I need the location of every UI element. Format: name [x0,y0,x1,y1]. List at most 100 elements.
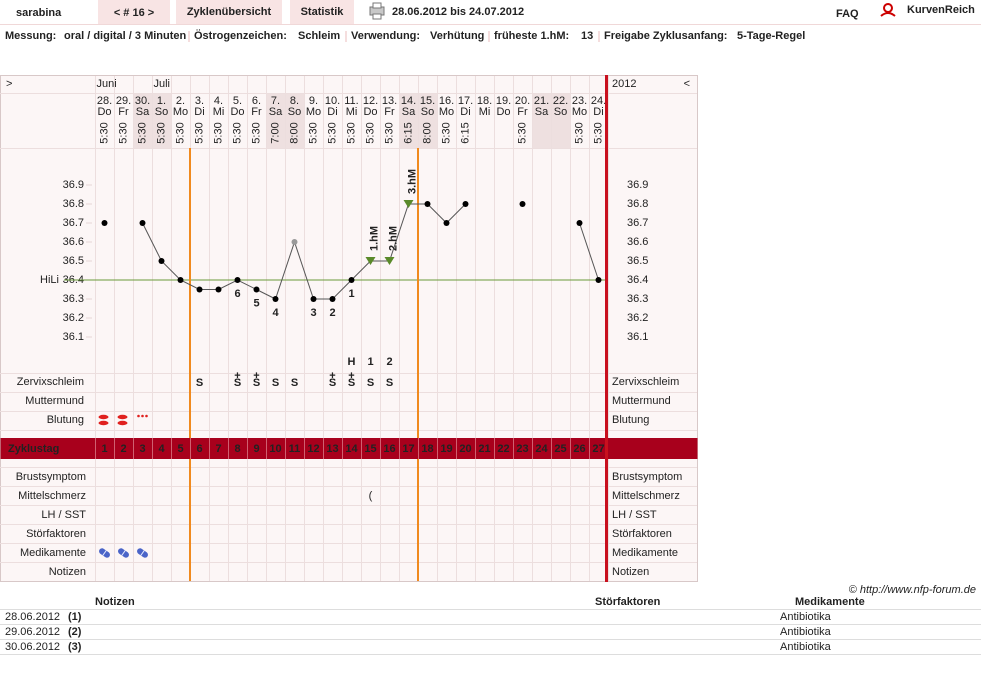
time-label: 5:30 [250,122,262,143]
weekday-label: So [288,106,301,118]
y-tick-label: 36.4 [627,274,648,286]
date-label: 8. [290,95,299,107]
time-label: 5:30 [364,122,376,143]
tab[interactable]: Statistik [301,6,345,18]
time-label: 5:30 [212,122,224,143]
y-tick-label: 36.9 [63,179,84,191]
y-tick-label: 36.2 [627,312,648,324]
time-label: 8:00 [288,122,300,143]
note-ref: (2) [68,626,82,638]
printer-icon[interactable] [369,2,385,20]
y-tick-label: 36.3 [627,293,648,305]
cycle-day: 10 [269,443,281,455]
temperature-point [424,201,431,207]
table-header: Medikamente [795,596,865,608]
hm-label: 3.hM [406,169,418,194]
faq-link[interactable]: FAQ [836,8,859,20]
info-value: 13 [581,30,593,42]
cycle-day: 8 [234,443,240,455]
note-ref: (1) [68,611,82,623]
nav-right[interactable]: < [684,78,690,90]
weekday-label: Fr [118,106,129,118]
y-tick-label: 36.8 [63,198,84,210]
pill-split [121,550,126,556]
bleeding-spotting [141,414,144,418]
chart-bg [0,75,698,582]
nav-left[interactable]: > [6,78,12,90]
y-tick-label: 36.7 [627,217,648,229]
temperature-point [329,296,336,302]
weekday-label: Mi [479,106,491,118]
low-count-label: 4 [272,307,279,319]
month-label: Juli [154,78,171,90]
time-label: 8:00 [421,122,433,143]
weekday-label: Mo [572,106,587,118]
date-label: 21. [534,95,549,107]
mucus-cells: S [234,377,241,389]
weekday-label: Di [194,106,204,118]
tab-bg[interactable] [290,0,354,24]
mucus-cells: S [196,377,203,389]
y-tick-label: 36.5 [627,255,648,267]
temperature-point [234,277,241,283]
cycle-day: 3 [139,443,145,455]
info-label: Östrogenzeichen: [194,29,287,42]
cycle-day: 24 [535,443,548,455]
row-label: Mittelschmerz [18,490,86,502]
tab[interactable]: Zyklenübersicht [187,6,272,18]
row-label: Mittelschmerz [612,490,680,502]
low-count-label: 6 [234,288,240,300]
info-label: Verwendung: [351,30,420,42]
row-label: Medikamente [20,547,86,559]
weekday-label: Sa [402,106,416,118]
date-label: 5. [233,95,242,107]
y-tick-label: 36.8 [627,198,648,210]
mucus-plus: + [329,370,335,382]
mucus-cells: S [291,377,298,389]
brand-name[interactable]: KurvenReich [907,4,975,16]
brand-logo[interactable] [880,3,896,17]
month-label: Juni [97,78,117,90]
note-ref: (3) [68,641,82,653]
y-tick-label: 36.6 [627,236,648,248]
date-label: 18. [477,95,492,107]
temperature-point [196,286,203,293]
time-label: 6:15 [459,122,471,143]
low-count-label: 3 [310,307,316,319]
date-label: 17. [458,95,473,107]
note-date: 29.06.2012 [5,626,60,638]
temperature-point [253,286,260,293]
user-name: sarabina [16,7,62,19]
weekday-label: So [155,106,168,118]
mucus-plus: + [253,370,259,382]
y-tick-label: 36.1 [63,331,84,343]
hm-marker [403,200,414,208]
y-tick-label: 36.7 [63,217,84,229]
date-label: 2. [176,95,185,107]
row-label: Brustsymptom [16,471,86,483]
tab-bg[interactable] [176,0,282,24]
weekday-label: Di [593,106,603,118]
date-label: 30. [135,95,150,107]
date-label: 24. [591,95,606,107]
row-label: LH / SST [41,509,86,521]
cycle-day: 27 [592,443,604,455]
cycle-day: 16 [383,443,395,455]
cycle-day: 19 [440,443,452,455]
time-label: 5:30 [155,122,167,143]
note-medication: Antibiotika [780,626,832,638]
cycle-day: 2 [120,443,126,455]
cycle-nav-bg[interactable] [98,0,170,24]
temperature-point [519,201,526,207]
cycle-day: 14 [345,443,358,455]
row-label: Blutung [612,414,649,426]
info-label: früheste 1.hM: [494,30,569,42]
mucus-plus: + [348,370,354,382]
bleeding-spotting [137,414,140,418]
time-label: 5:30 [516,122,528,143]
cycle-nav[interactable]: < # 16 > [114,7,154,19]
mucus-cells: S [367,377,374,389]
temperature-point [595,277,602,283]
weekday-label: Mi [213,106,225,118]
cycle-day: 9 [253,443,259,455]
